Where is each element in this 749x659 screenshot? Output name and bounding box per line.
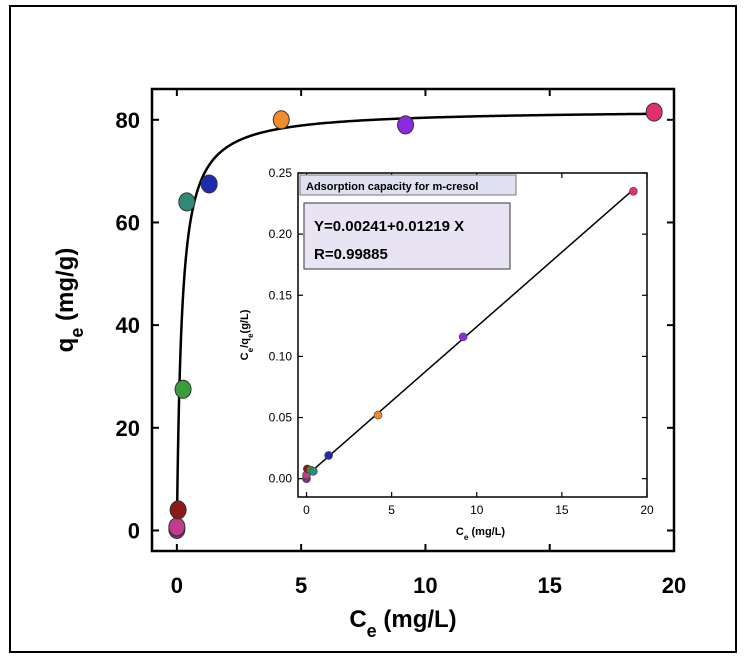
- inset-title: Adsorption capacity for m-cresol: [306, 181, 478, 193]
- inset-x-tick-label: 5: [388, 503, 395, 517]
- inset-data-point: [309, 467, 318, 476]
- inset-fit-line: [306, 188, 634, 477]
- chart-svg: 0 5 10 15 20 0 20 40 60 80 Ce (mg/L) qe (mg/g) 0 5 10 1…: [52, 87, 686, 641]
- main-data-point: [272, 110, 290, 130]
- main-data-point: [174, 379, 192, 399]
- main-data-point: [168, 517, 186, 537]
- main-x-tick-label: 10: [413, 573, 437, 598]
- inset-equation-box: [303, 202, 511, 270]
- inset-equation-line: Y=0.00241+0.01219 X: [314, 218, 464, 235]
- inset-x-tick-label: 0: [303, 503, 310, 517]
- inset-y-axis-label: Ce/qe(g/L): [239, 309, 255, 360]
- inset-data-point: [458, 332, 468, 342]
- inset-x-tick-label: 15: [555, 503, 569, 517]
- figure-frame: 0 5 10 15 20 0 20 40 60 80 Ce (mg/L) qe (mg/g) 0 5 10 1…: [9, 5, 737, 653]
- main-x-tick-label: 15: [537, 573, 561, 598]
- main-y-tick-label: 60: [116, 210, 140, 235]
- inset-data-point: [629, 187, 638, 196]
- main-y-tick-label: 80: [116, 108, 140, 133]
- inset-data-point: [373, 410, 383, 420]
- inset-x-tick-label: 10: [470, 503, 484, 517]
- main-data-point: [200, 174, 218, 194]
- main-data-point: [397, 115, 415, 135]
- main-y-axis-label: qe (mg/g): [52, 248, 87, 353]
- inset-y-tick-label: 0.15: [269, 288, 293, 302]
- main-x-axis-label: Ce (mg/L): [349, 606, 456, 641]
- inset-equation-line: R=0.99885: [314, 246, 388, 263]
- main-y-tick-label: 40: [116, 313, 140, 338]
- inset-y-tick-label: 0.05: [269, 411, 293, 425]
- inset-y-tick-label: 0.00: [269, 472, 293, 486]
- main-x-tick-label: 0: [171, 573, 183, 598]
- main-x-tick-label: 20: [662, 573, 686, 598]
- inset-x-axis-label: Ce (mg/L): [456, 526, 506, 542]
- main-data-point: [178, 192, 196, 212]
- inset-x-tick-label: 20: [640, 503, 654, 517]
- main-plot-frame: [150, 87, 676, 553]
- inset-y-tick-label: 0.25: [269, 166, 293, 180]
- main-y-tick-label: 20: [116, 416, 140, 441]
- inset-data-point: [324, 451, 333, 460]
- inset-y-tick-label: 0.20: [269, 227, 293, 241]
- main-x-tick-label: 5: [295, 573, 307, 598]
- inset-y-tick-label: 0.10: [269, 349, 293, 363]
- inset-title-box: [299, 174, 517, 196]
- main-y-tick-label: 0: [128, 518, 140, 543]
- main-data-point: [169, 500, 187, 520]
- main-data-point: [645, 102, 663, 122]
